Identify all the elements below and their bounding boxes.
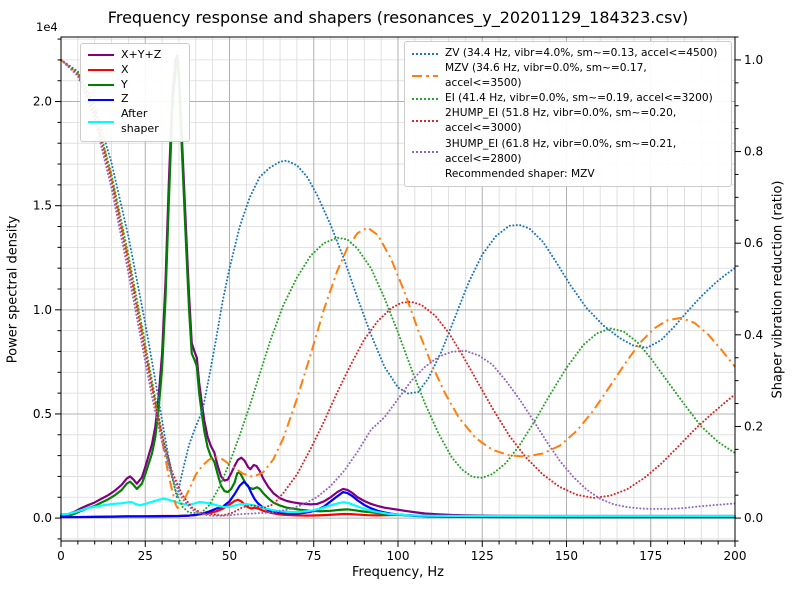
ei-line-swatch <box>412 97 438 100</box>
z-line-swatch <box>88 98 114 101</box>
legend-item-after-shaper: After shaper <box>88 107 181 137</box>
y-right-tick-label: 1.0 <box>744 53 763 67</box>
psd-curve-X-Y-Z <box>59 54 737 518</box>
right-axis-title: Shaper vibration reduction (ratio) <box>770 180 786 399</box>
x-tick-label: 25 <box>138 549 153 563</box>
legend-label: 2HUMP_EI (51.8 Hz, vibr=0.0%, sm~=0.20, … <box>445 107 677 135</box>
y-right-tick-label: 0.2 <box>744 419 763 433</box>
legend-label: Z <box>121 92 129 106</box>
2hump-ei-line-swatch <box>412 120 438 123</box>
x-tick-label: 0 <box>57 549 65 563</box>
x-tick-label: 75 <box>306 549 321 563</box>
left-axis-title: Power spectral density <box>5 215 21 364</box>
legend-item-ei: EI (41.4 Hz, vibr=0.0%, sm~=0.19, accel<… <box>412 91 723 106</box>
shaper-curve-EI <box>60 58 736 515</box>
y-left-tick-label: 2.0 <box>33 95 52 109</box>
legend-label: After shaper <box>121 107 159 135</box>
x-line-swatch <box>88 69 114 72</box>
shaper-curve-2HUMP_EI <box>60 58 736 517</box>
x-axis-title: Frequency, Hz <box>351 565 445 580</box>
y-right-tick-label: 0.8 <box>744 145 763 159</box>
legend-label: X <box>121 62 129 76</box>
shaper-curve-ZV <box>60 58 736 499</box>
x-tick-label: 50 <box>222 549 237 563</box>
legend-item-y: Y <box>88 78 181 93</box>
legend-item-mzv: MZV (34.6 Hz, vibr=0.0%, sm~=0.17, accel… <box>412 61 723 91</box>
legend-item-xyz: X+Y+Z <box>88 48 181 63</box>
chart-title: Frequency response and shapers (resonanc… <box>107 8 689 27</box>
legend-psd: X+Y+Z X Y Z After shaper <box>80 43 190 142</box>
y-axis-offset-label: 1e4 <box>36 20 58 34</box>
legend-item-3hump-ei: 3HUMP_EI (61.8 Hz, vibr=0.0%, sm~=0.21, … <box>412 137 723 167</box>
legend-item-zv: ZV (34.4 Hz, vibr=4.0%, sm~=0.13, accel<… <box>412 46 723 61</box>
shaper-curve-MZV <box>60 59 736 510</box>
after-shaper-line-swatch <box>88 120 114 123</box>
legend-label: Y <box>121 77 128 91</box>
legend-label: X+Y+Z <box>121 48 162 61</box>
zv-line-swatch <box>412 52 438 55</box>
y-left-tick-label: 0.0 <box>33 511 52 525</box>
legend-item-x: X <box>88 63 181 78</box>
y-left-tick-label: 1.0 <box>33 303 52 317</box>
y-right-tick-label: 0.4 <box>744 328 763 342</box>
x-tick-label: 200 <box>724 549 747 563</box>
xyz-line-swatch <box>88 54 114 57</box>
x-tick-label: 175 <box>639 549 662 563</box>
legend-item-2hump-ei: 2HUMP_EI (51.8 Hz, vibr=0.0%, sm~=0.20, … <box>412 106 723 136</box>
y-left-tick-label: 0.5 <box>33 407 52 421</box>
recommended-shaper-note: Recommended shaper: MZV <box>445 167 595 180</box>
legend-shapers: ZV (34.4 Hz, vibr=4.0%, sm~=0.13, accel<… <box>404 41 732 187</box>
y-line-swatch <box>88 83 114 86</box>
psd-curve-After-shaper <box>59 497 737 518</box>
y-left-tick-label: 1.5 <box>33 199 52 213</box>
x-tick-label: 100 <box>387 549 410 563</box>
mzv-line-swatch <box>412 74 438 78</box>
3hump-ei-line-swatch <box>412 150 438 153</box>
shaper-curve-3HUMP_EI <box>60 58 736 517</box>
x-tick-label: 125 <box>471 549 494 563</box>
legend-label: 3HUMP_EI (61.8 Hz, vibr=0.0%, sm~=0.21, … <box>445 137 677 165</box>
y-right-tick-label: 0.0 <box>744 511 763 525</box>
legend-label: ZV (34.4 Hz, vibr=4.0%, sm~=0.13, accel<… <box>445 47 718 59</box>
legend-label: MZV (34.6 Hz, vibr=0.0%, sm~=0.17, accel… <box>445 62 647 90</box>
y-right-tick-label: 0.6 <box>744 236 763 250</box>
legend-item-z: Z <box>88 92 181 107</box>
legend-label: EI (41.4 Hz, vibr=0.0%, sm~=0.19, accel<… <box>445 92 713 105</box>
x-tick-label: 150 <box>555 549 578 563</box>
